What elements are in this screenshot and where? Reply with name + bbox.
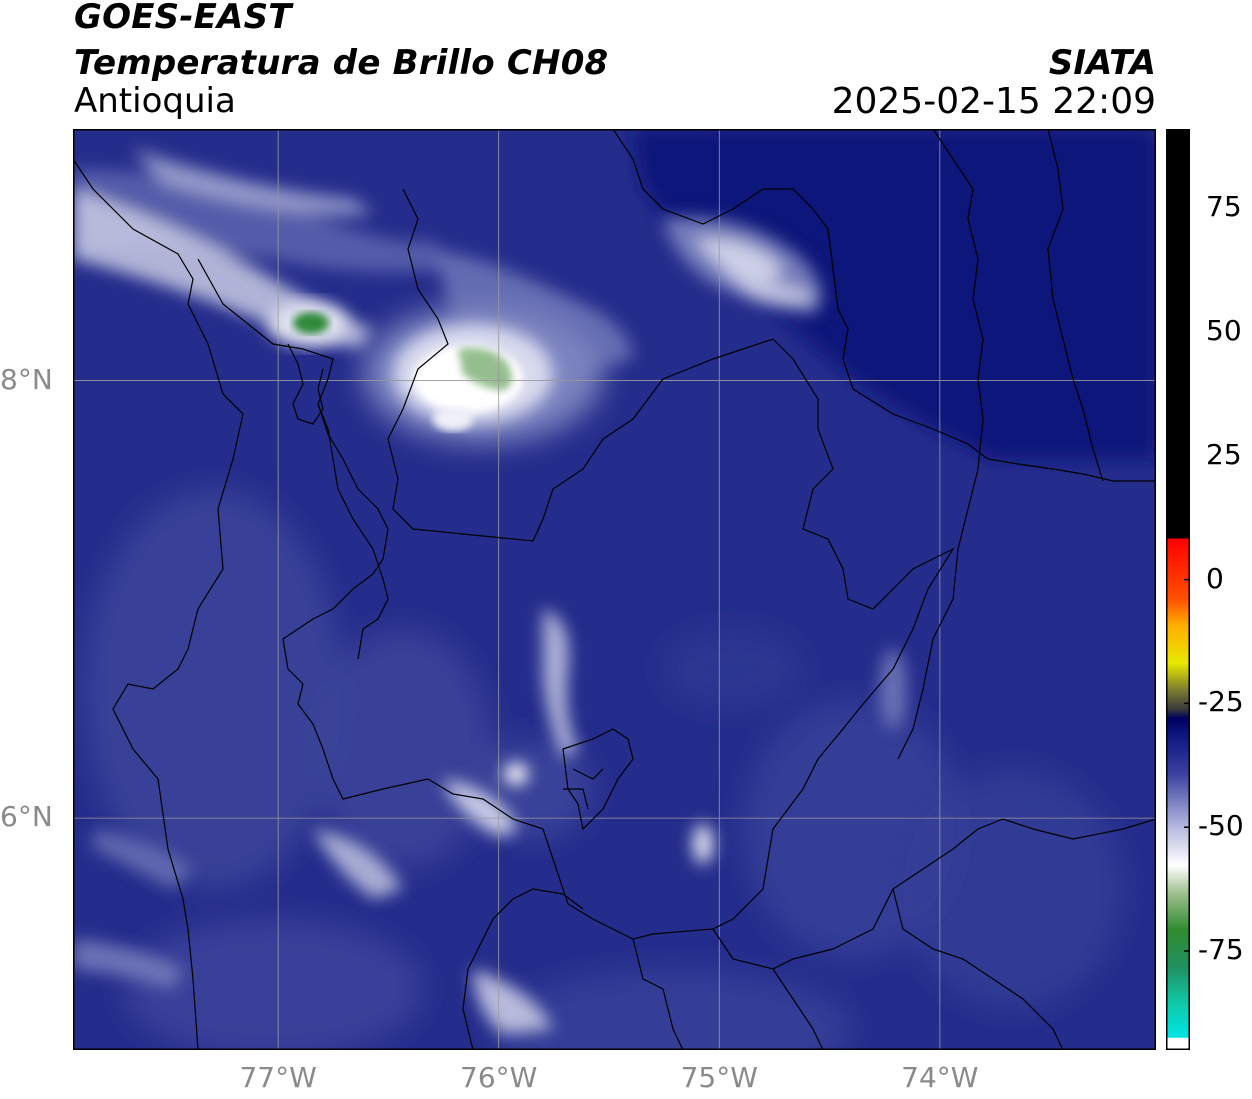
map-frame bbox=[73, 129, 1156, 1050]
department-boundaries bbox=[73, 129, 1156, 1050]
south-inner-boundary bbox=[772, 888, 1064, 1050]
gridlines bbox=[73, 129, 1156, 1050]
colorbar-tick-label: -50 bbox=[1198, 809, 1244, 843]
lon-tick-label: 75°W bbox=[680, 1061, 758, 1094]
far-east-boundary bbox=[1047, 129, 1104, 482]
coastline-west bbox=[73, 158, 244, 1050]
colorbar-gradient bbox=[1166, 129, 1190, 1050]
lon-tick-label: 76°W bbox=[460, 1061, 538, 1094]
south-boundary bbox=[462, 888, 584, 1050]
colorbar-tick-label: 50 bbox=[1206, 314, 1242, 348]
timestamp-label: 2025-02-15 22:09 bbox=[831, 81, 1156, 122]
cloud-streaks-central bbox=[73, 609, 907, 1034]
colorbar-tick-label: -25 bbox=[1198, 685, 1244, 719]
dark-northeast-region bbox=[633, 129, 1156, 459]
brightness-temperature-map bbox=[73, 129, 1156, 1050]
lon-tick-label: 77°W bbox=[239, 1061, 317, 1094]
colorbar-ticks bbox=[1184, 207, 1190, 952]
colorbar bbox=[1166, 129, 1190, 1050]
south-east-boundary bbox=[632, 818, 1156, 1050]
title-product: Temperatura de Brillo CH08 bbox=[74, 43, 609, 83]
antioquia-boundary bbox=[282, 188, 955, 940]
lat-tick-label: 6°N bbox=[0, 800, 53, 834]
bolivar-cordoba-line bbox=[612, 129, 1156, 482]
uraba-coast bbox=[197, 258, 389, 660]
title-region: Antioquia bbox=[74, 81, 236, 121]
lat-tick-label: 8°N bbox=[0, 362, 53, 396]
colorbar-tick-label: 0 bbox=[1206, 561, 1224, 595]
east-boundary bbox=[897, 129, 984, 760]
medellin-municipalities bbox=[562, 728, 634, 831]
convective-cell-west bbox=[268, 302, 348, 346]
gulf-of-uraba bbox=[287, 343, 324, 425]
convective-cell-main bbox=[363, 304, 603, 444]
organization-label: SIATA bbox=[1048, 43, 1156, 83]
colorbar-tick-label: 25 bbox=[1206, 437, 1242, 471]
title-satellite: GOES-EAST bbox=[74, 0, 292, 37]
lon-tick-label: 74°W bbox=[901, 1061, 979, 1094]
colorbar-tick-label: 75 bbox=[1206, 190, 1242, 224]
colorbar-tick-label: -75 bbox=[1198, 932, 1244, 966]
